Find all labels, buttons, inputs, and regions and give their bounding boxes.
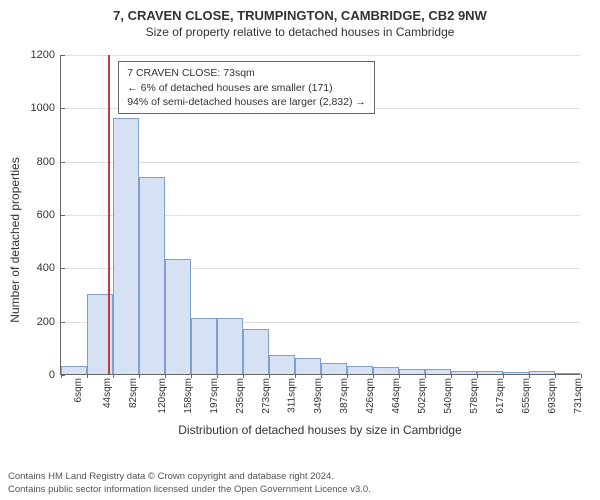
histogram-bar bbox=[217, 318, 242, 374]
histogram-bar bbox=[321, 363, 346, 374]
chart-title-sub: Size of property relative to detached ho… bbox=[0, 23, 600, 45]
y-tick-label: 800 bbox=[37, 156, 61, 168]
y-tick-label: 1000 bbox=[31, 102, 61, 114]
x-tick-label: 158sqm bbox=[179, 378, 194, 414]
annotation-line-2: ← 6% of detached houses are smaller (171… bbox=[127, 81, 366, 95]
x-tick-label: 655sqm bbox=[517, 378, 532, 414]
reference-line bbox=[108, 55, 110, 374]
x-tick-label: 502sqm bbox=[413, 378, 428, 414]
x-tick-label: 273sqm bbox=[257, 378, 272, 414]
gridline bbox=[61, 55, 580, 56]
x-tick-label: 540sqm bbox=[439, 378, 454, 414]
histogram-bar bbox=[477, 371, 502, 374]
histogram-bar bbox=[425, 369, 450, 374]
x-tick-mark bbox=[87, 374, 88, 378]
x-tick-mark bbox=[477, 374, 478, 378]
y-tick-label: 1200 bbox=[31, 49, 61, 61]
x-tick-label: 387sqm bbox=[335, 378, 350, 414]
histogram-bar bbox=[165, 259, 190, 374]
x-tick-mark bbox=[321, 374, 322, 378]
y-tick-label: 0 bbox=[49, 369, 61, 381]
x-tick-mark bbox=[139, 374, 140, 378]
x-tick-mark bbox=[399, 374, 400, 378]
x-tick-label: 349sqm bbox=[309, 378, 324, 414]
chart-container: Number of detached properties 0200400600… bbox=[0, 45, 600, 435]
histogram-bar bbox=[113, 118, 138, 374]
x-tick-mark bbox=[191, 374, 192, 378]
y-axis-label: Number of detached properties bbox=[8, 157, 22, 322]
x-tick-label: 235sqm bbox=[231, 378, 246, 414]
y-tick-label: 200 bbox=[37, 316, 61, 328]
histogram-bar bbox=[61, 366, 86, 374]
footer-line-2: Contains public sector information licen… bbox=[8, 484, 592, 496]
footer-attribution: Contains HM Land Registry data © Crown c… bbox=[8, 471, 592, 496]
histogram-bar bbox=[373, 367, 398, 374]
x-tick-label: 6sqm bbox=[69, 378, 84, 402]
histogram-bar bbox=[295, 358, 320, 374]
x-tick-mark bbox=[269, 374, 270, 378]
x-tick-mark bbox=[243, 374, 244, 378]
x-tick-label: 731sqm bbox=[569, 378, 584, 414]
histogram-bar bbox=[347, 366, 372, 374]
gridline bbox=[61, 162, 580, 163]
x-tick-label: 617sqm bbox=[491, 378, 506, 414]
histogram-bar bbox=[555, 373, 580, 374]
histogram-bar bbox=[139, 177, 164, 374]
y-tick-label: 400 bbox=[37, 262, 61, 274]
y-tick-label: 600 bbox=[37, 209, 61, 221]
x-tick-label: 120sqm bbox=[153, 378, 168, 414]
x-tick-label: 464sqm bbox=[387, 378, 402, 414]
x-axis-label: Distribution of detached houses by size … bbox=[60, 423, 580, 437]
x-tick-mark bbox=[217, 374, 218, 378]
x-tick-label: 578sqm bbox=[465, 378, 480, 414]
histogram-bar bbox=[243, 329, 268, 374]
histogram-bar bbox=[191, 318, 216, 374]
x-tick-mark bbox=[165, 374, 166, 378]
x-tick-label: 769sqm bbox=[595, 378, 600, 414]
histogram-bar bbox=[399, 369, 424, 374]
x-tick-mark bbox=[373, 374, 374, 378]
x-tick-mark bbox=[295, 374, 296, 378]
x-tick-mark bbox=[113, 374, 114, 378]
x-tick-mark bbox=[555, 374, 556, 378]
plot-area: 0200400600800100012006sqm44sqm82sqm120sq… bbox=[60, 55, 580, 375]
annotation-line-3: 94% of semi-detached houses are larger (… bbox=[127, 95, 366, 109]
x-tick-mark bbox=[581, 374, 582, 378]
histogram-bar bbox=[269, 355, 294, 374]
annotation-box: 7 CRAVEN CLOSE: 73sqm ← 6% of detached h… bbox=[118, 61, 375, 114]
x-tick-label: 311sqm bbox=[282, 378, 297, 413]
x-tick-label: 693sqm bbox=[543, 378, 558, 414]
x-tick-mark bbox=[425, 374, 426, 378]
x-tick-label: 82sqm bbox=[124, 378, 139, 408]
x-tick-label: 197sqm bbox=[205, 378, 220, 414]
x-tick-mark bbox=[451, 374, 452, 378]
annotation-line-1: 7 CRAVEN CLOSE: 73sqm bbox=[127, 66, 366, 80]
x-tick-mark bbox=[61, 374, 62, 378]
chart-title-main: 7, CRAVEN CLOSE, TRUMPINGTON, CAMBRIDGE,… bbox=[0, 0, 600, 23]
x-tick-mark bbox=[529, 374, 530, 378]
histogram-bar bbox=[529, 371, 554, 374]
footer-line-1: Contains HM Land Registry data © Crown c… bbox=[8, 471, 592, 483]
x-tick-mark bbox=[503, 374, 504, 378]
x-tick-mark bbox=[347, 374, 348, 378]
histogram-bar bbox=[503, 372, 528, 374]
x-tick-label: 426sqm bbox=[361, 378, 376, 414]
histogram-bar bbox=[451, 371, 476, 374]
x-tick-label: 44sqm bbox=[98, 378, 113, 408]
